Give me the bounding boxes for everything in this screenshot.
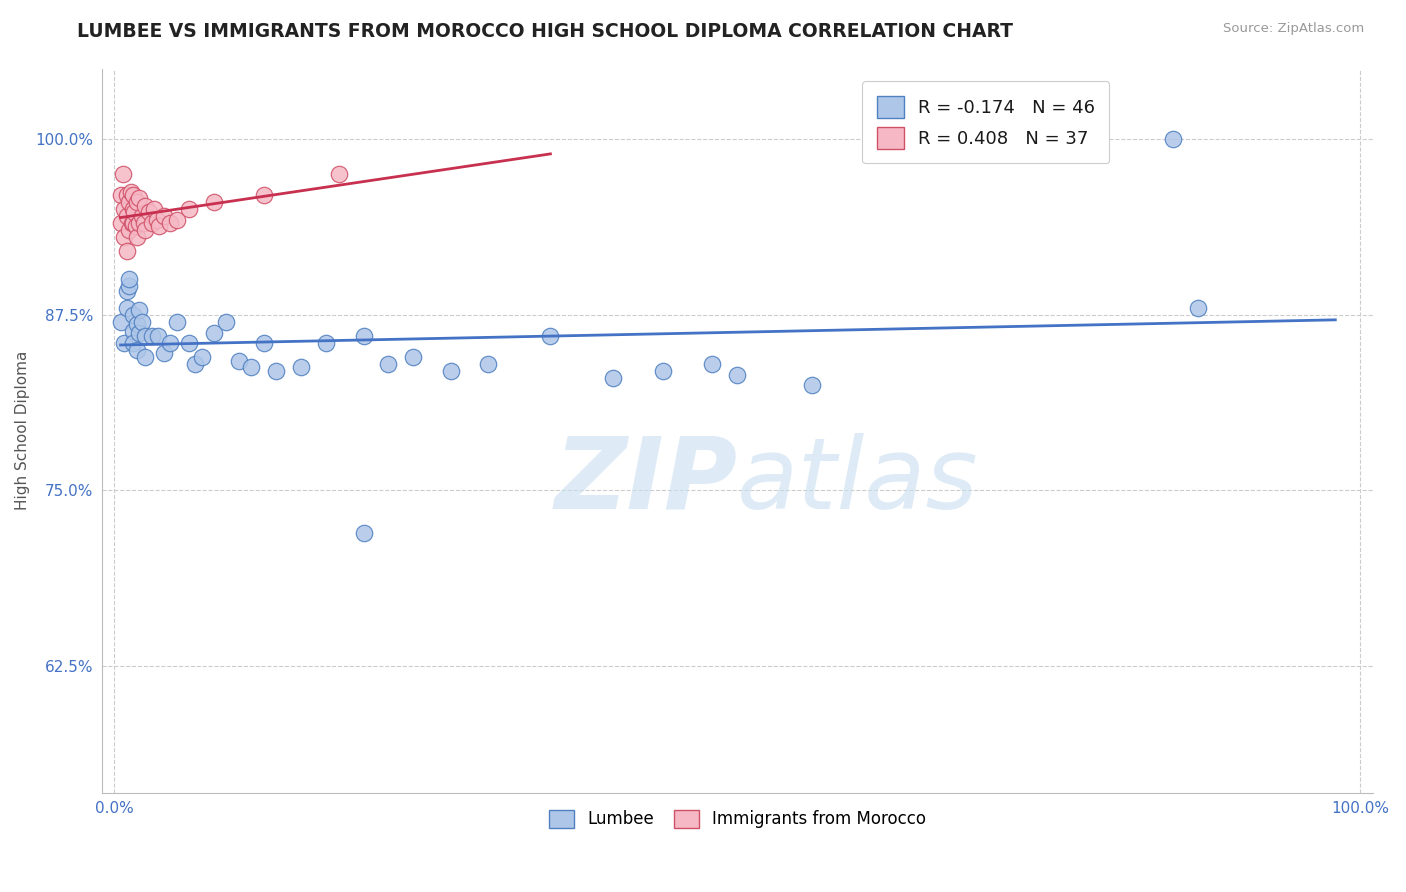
Point	[124, 205, 146, 219]
Point	[190, 350, 212, 364]
Point	[353, 525, 375, 540]
Point	[128, 326, 150, 340]
Point	[131, 209, 153, 223]
Point	[134, 216, 156, 230]
Point	[112, 167, 135, 181]
Point	[153, 345, 176, 359]
Legend: Lumbee, Immigrants from Morocco: Lumbee, Immigrants from Morocco	[541, 803, 932, 835]
Point	[134, 350, 156, 364]
Point	[177, 202, 200, 216]
Point	[115, 244, 138, 259]
Point	[143, 202, 166, 216]
Point	[702, 357, 724, 371]
Point	[402, 350, 425, 364]
Point	[122, 325, 145, 339]
Point	[148, 219, 170, 233]
Point	[125, 230, 148, 244]
Text: ZIP: ZIP	[554, 433, 737, 530]
Point	[122, 308, 145, 322]
Point	[146, 328, 169, 343]
Point	[118, 272, 141, 286]
Point	[118, 279, 141, 293]
Point	[122, 335, 145, 350]
Point	[115, 301, 138, 315]
Point	[122, 216, 145, 230]
Point	[110, 216, 132, 230]
Point	[138, 205, 160, 219]
Point	[353, 328, 375, 343]
Point	[159, 335, 181, 350]
Point	[125, 195, 148, 210]
Point	[240, 359, 263, 374]
Point	[125, 318, 148, 332]
Point	[128, 303, 150, 318]
Point	[602, 371, 624, 385]
Point	[202, 326, 225, 340]
Point	[253, 188, 276, 202]
Point	[440, 364, 463, 378]
Point	[253, 335, 276, 350]
Point	[651, 364, 673, 378]
Point	[1187, 301, 1209, 315]
Point	[115, 188, 138, 202]
Point	[166, 213, 188, 227]
Y-axis label: High School Diploma: High School Diploma	[15, 351, 30, 510]
Point	[120, 186, 142, 200]
Point	[290, 359, 312, 374]
Point	[134, 328, 156, 343]
Point	[131, 315, 153, 329]
Text: atlas: atlas	[737, 433, 979, 530]
Point	[115, 284, 138, 298]
Point	[125, 343, 148, 357]
Point	[215, 315, 238, 329]
Point	[228, 354, 250, 368]
Point	[153, 209, 176, 223]
Point	[122, 202, 145, 216]
Point	[141, 328, 163, 343]
Point	[177, 335, 200, 350]
Point	[315, 335, 337, 350]
Point	[128, 216, 150, 230]
Point	[141, 216, 163, 230]
Point	[128, 191, 150, 205]
Point	[112, 202, 135, 216]
Point	[477, 357, 499, 371]
Point	[112, 335, 135, 350]
Point	[134, 223, 156, 237]
Point	[159, 216, 181, 230]
Point	[801, 377, 824, 392]
Point	[145, 213, 167, 227]
Point	[725, 368, 748, 382]
Point	[328, 167, 350, 181]
Point	[110, 188, 132, 202]
Point	[122, 188, 145, 202]
Point	[202, 195, 225, 210]
Point	[121, 216, 143, 230]
Point	[1163, 132, 1185, 146]
Point	[118, 195, 141, 210]
Point	[124, 219, 146, 233]
Point	[538, 328, 561, 343]
Point	[115, 209, 138, 223]
Point	[134, 199, 156, 213]
Point	[166, 315, 188, 329]
Point	[112, 230, 135, 244]
Point	[266, 364, 288, 378]
Text: LUMBEE VS IMMIGRANTS FROM MOROCCO HIGH SCHOOL DIPLOMA CORRELATION CHART: LUMBEE VS IMMIGRANTS FROM MOROCCO HIGH S…	[77, 22, 1014, 41]
Point	[118, 223, 141, 237]
Point	[377, 357, 399, 371]
Point	[110, 315, 132, 329]
Point	[184, 357, 207, 371]
Text: Source: ZipAtlas.com: Source: ZipAtlas.com	[1223, 22, 1364, 36]
